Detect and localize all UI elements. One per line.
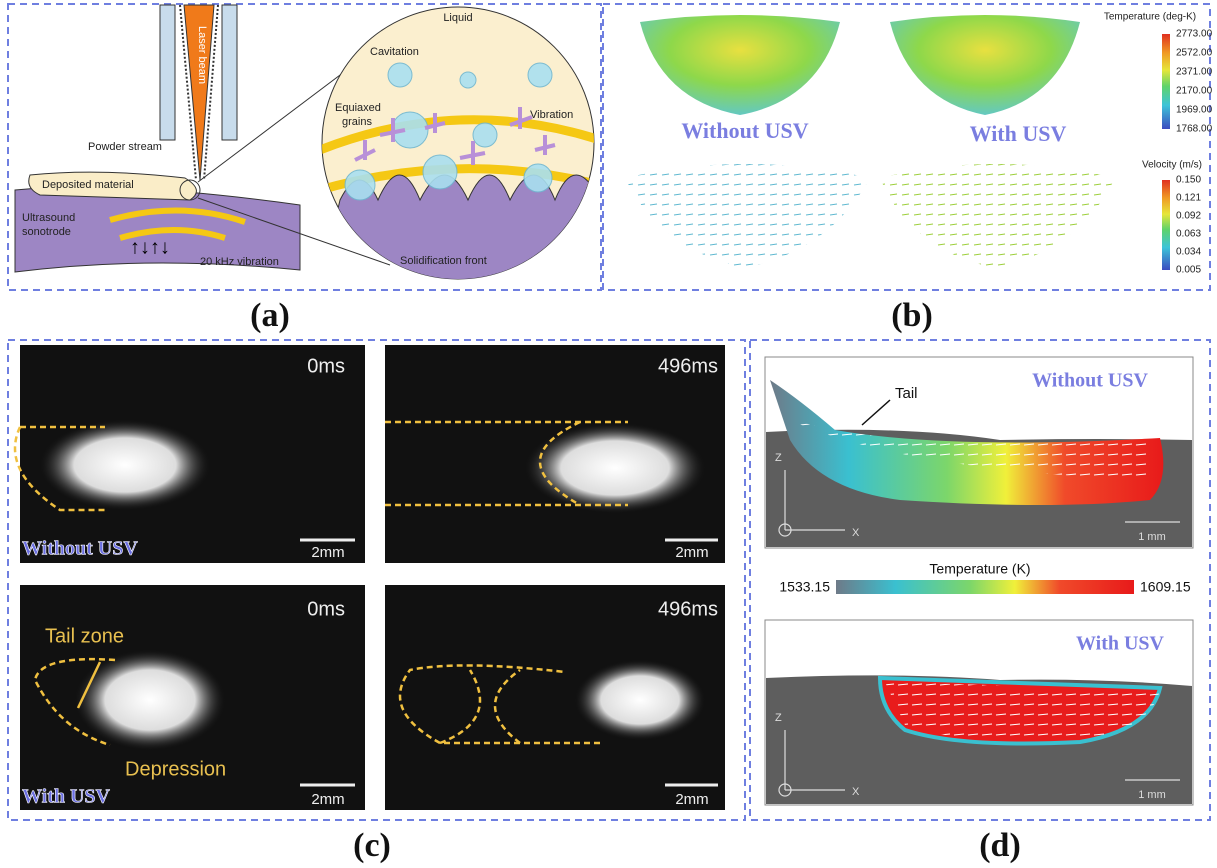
colorbar-tick: 0.063 [1176, 229, 1201, 240]
colorbar [1162, 34, 1170, 129]
caption: With USV [970, 121, 1067, 146]
arrows: ↑↓↑↓ [130, 236, 170, 258]
axis: X [852, 527, 860, 539]
colorbar-tick: 2371.00 [1176, 67, 1213, 78]
time: 496ms [658, 355, 718, 377]
panel-b: Without USV With USV Temperature (deg-K)… [625, 12, 1213, 276]
caption: Without USV [681, 118, 808, 143]
label: Cavitation [370, 46, 419, 58]
label: Powder stream [88, 141, 162, 153]
label: Ultrasound [22, 212, 75, 224]
colorbar-tick: 2170.00 [1176, 86, 1213, 97]
panel-label: (b) [891, 297, 933, 334]
axis: Z [775, 712, 782, 724]
panel-a: Laser beam Powder stream Deposited mater… [15, 5, 600, 285]
axis: Z [775, 452, 782, 464]
panel-d: Without USV Tail Z X 1 mm Temperature (K… [765, 357, 1193, 805]
panel-c: 0ms 496ms 0ms 496ms 2mm 2mm 2mm 2mm With… [15, 345, 725, 810]
label: Equiaxed [335, 102, 381, 114]
label: Laser beam [196, 26, 208, 84]
colorbar-tick: 0.150 [1176, 175, 1201, 186]
time: 0ms [307, 355, 345, 377]
label: Deposited material [42, 179, 134, 191]
caption: With USV [22, 786, 111, 808]
colorbar-tick: 0.092 [1176, 211, 1201, 222]
caption: Without USV [22, 538, 138, 560]
label: Solidification front [400, 255, 487, 267]
colorbar-title: Temperature (K) [929, 561, 1030, 577]
colorbar [836, 580, 1134, 594]
colorbar-tick: 0.005 [1176, 265, 1201, 276]
label: grains [342, 116, 372, 128]
colorbar-min: 1533.15 [779, 579, 830, 595]
scale: 2mm [675, 791, 708, 808]
panel-label: (a) [250, 297, 290, 334]
scale: 2mm [675, 544, 708, 561]
colorbar-tick: 2773.00 [1176, 29, 1213, 40]
caption: With USV [1076, 633, 1165, 655]
melt-pool [890, 15, 1080, 115]
colorbar-tick: 0.034 [1176, 247, 1201, 258]
time: 496ms [658, 598, 718, 620]
label: Liquid [443, 12, 472, 24]
panel-label: (c) [353, 827, 391, 864]
scale: 1 mm [1138, 789, 1166, 801]
axis: X [852, 786, 860, 798]
label: Vibration [530, 109, 573, 121]
caption: Without USV [1032, 370, 1148, 392]
annotation: Tail [895, 385, 918, 402]
label: sonotrode [22, 226, 71, 238]
time: 0ms [307, 598, 345, 620]
colorbar-tick: 2572.00 [1176, 48, 1213, 59]
colorbar-max: 1609.15 [1140, 579, 1191, 595]
scale: 2mm [311, 791, 344, 808]
colorbar-title: Velocity (m/s) [1142, 160, 1202, 171]
colorbar [1162, 180, 1170, 270]
figure: Laser beam Powder stream Deposited mater… [0, 0, 1217, 868]
annotation: Tail zone [45, 625, 124, 647]
melt-pool [640, 15, 840, 115]
scale: 2mm [311, 544, 344, 561]
velocity-field [880, 164, 1115, 268]
label: 20 kHz vibration [200, 256, 279, 268]
panel-label: (d) [979, 827, 1021, 864]
colorbar-tick: 1969.00 [1176, 105, 1213, 116]
velocity-field [625, 164, 870, 268]
annotation: Depression [125, 758, 226, 780]
colorbar-tick: 0.121 [1176, 193, 1201, 204]
colorbar-title: Temperature (deg-K) [1104, 12, 1196, 23]
colorbar-tick: 1768.00 [1176, 124, 1213, 135]
scale: 1 mm [1138, 531, 1166, 543]
